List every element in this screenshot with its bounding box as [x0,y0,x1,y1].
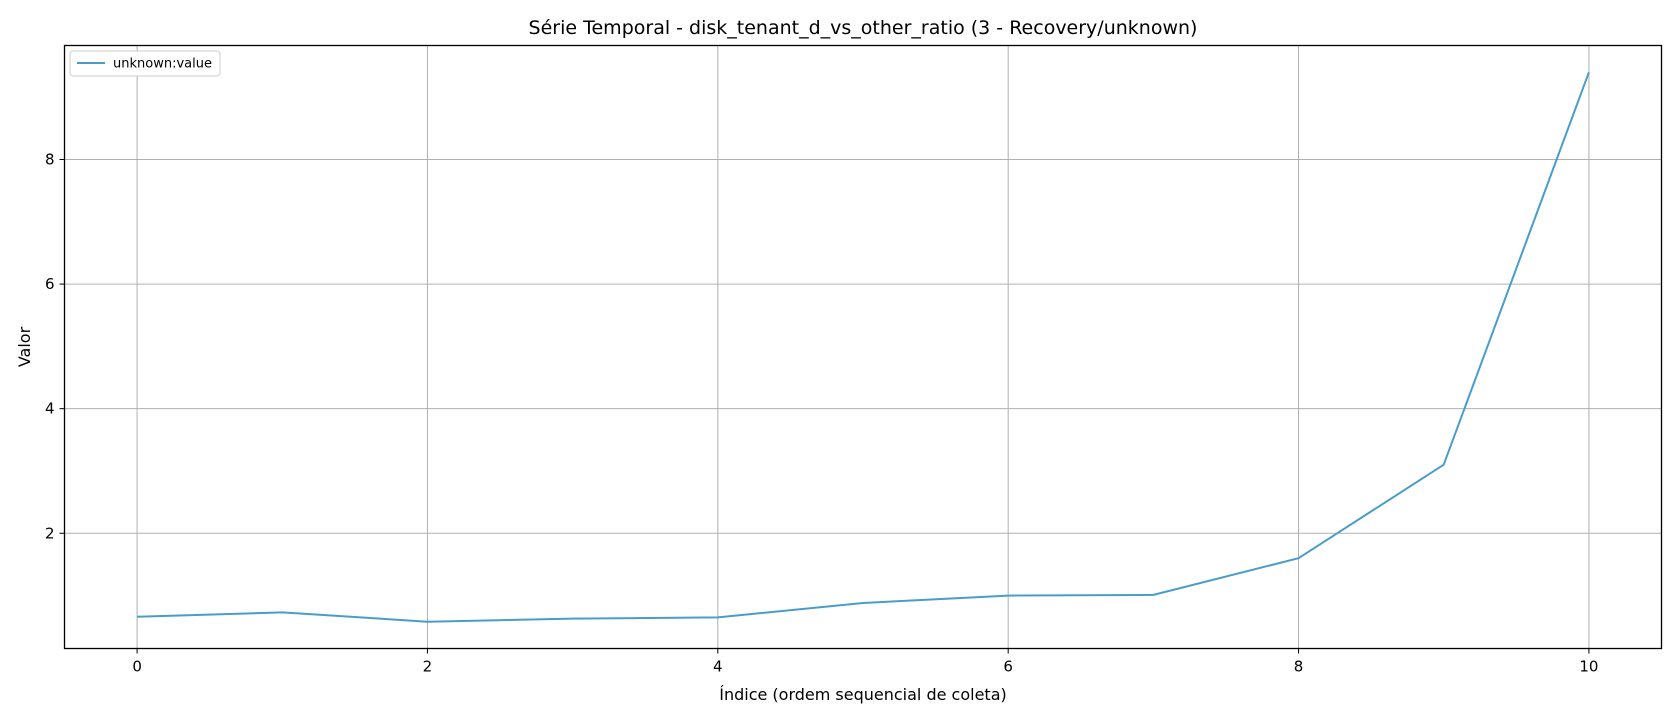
x-tick-label: 4 [713,658,723,676]
x-tick-label: 2 [423,658,433,676]
grid [64,45,1662,649]
y-tick-label: 4 [45,400,55,418]
legend: unknown:value [69,50,221,77]
x-tick-label: 6 [1003,658,1013,676]
series-line [137,71,1590,623]
axis-ticks: 0 2 4 6 8 10 2 4 6 8 [45,150,1599,675]
y-tick-label: 2 [45,524,55,542]
x-tick-label: 0 [132,658,142,676]
plot-frame [63,44,1663,650]
y-axis-label: Valor [15,326,34,367]
y-tick-label: 8 [45,150,55,168]
legend-box [69,50,221,77]
x-tick-label: 10 [1579,658,1598,676]
y-tick-label: 6 [45,275,55,293]
series-layer [137,71,1590,623]
x-tick-label: 8 [1294,658,1304,676]
x-axis-label: Índice (ordem sequencial de coleta) [719,685,1007,704]
legend-label: unknown:value [113,57,212,72]
chart-title: Série Temporal - disk_tenant_d_vs_other_… [529,17,1198,39]
